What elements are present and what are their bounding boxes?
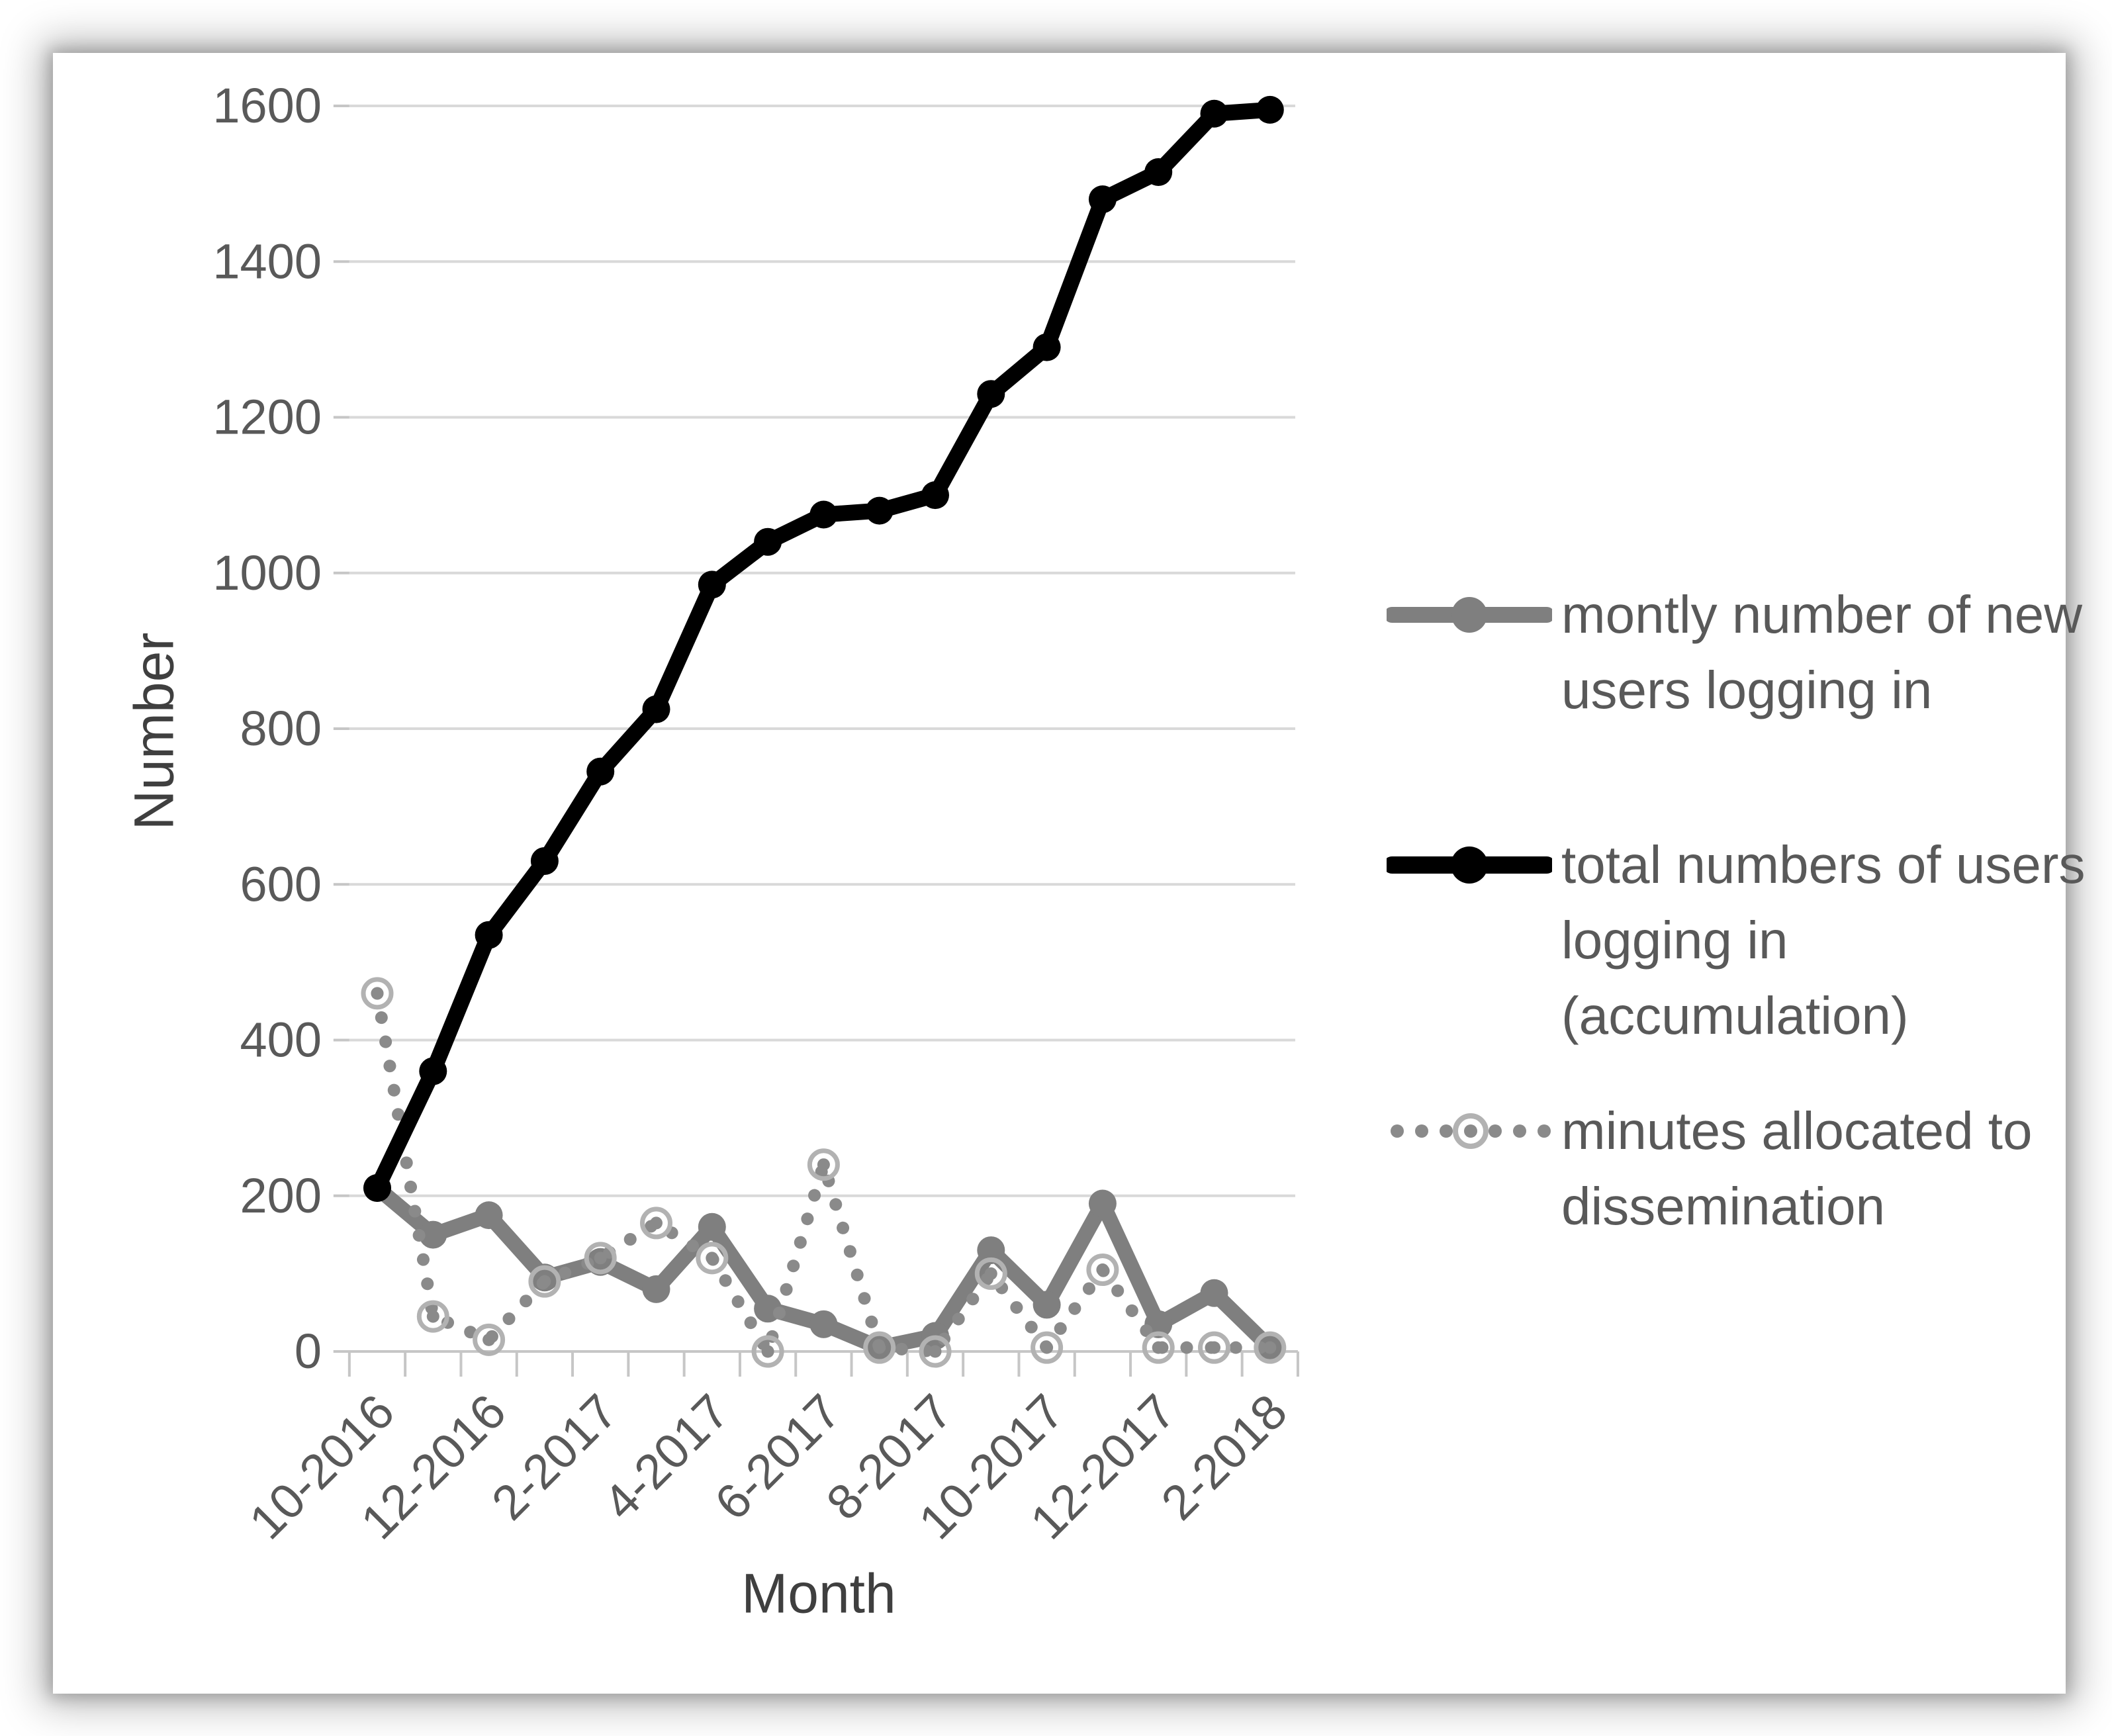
legend-item-total-users: total numbers of users logging in (accum… [1387, 827, 2108, 1054]
data-point-minutes-dissemination [482, 1333, 496, 1346]
data-point-monthly-new-users [809, 1310, 838, 1338]
data-point-total-users-accumulation [977, 380, 1005, 408]
data-point-ring-minutes-dissemination [974, 1257, 1007, 1290]
legend-item-minutes-dissemination: minutes allocated to dissemination [1387, 1093, 2108, 1244]
legend-label-total-users: total numbers of users logging in (accum… [1561, 835, 2086, 1045]
data-point-monthly-new-users [1200, 1279, 1228, 1307]
y-axis-title: Number [122, 632, 185, 831]
legend-label-minutes-dissemination: minutes allocated to dissemination [1561, 1101, 2033, 1236]
x-tick-label: 6-2017 [704, 1384, 851, 1531]
data-point-ring-minutes-dissemination [807, 1148, 840, 1181]
y-tick-label: 800 [240, 701, 322, 756]
y-tick-label: 600 [240, 856, 322, 911]
y-axis-labels: 0 200 400 600 800 1000 1200 1400 1600 [212, 78, 322, 1379]
data-point-ring-minutes-dissemination [919, 1335, 952, 1368]
data-point-minutes-dissemination [538, 1275, 551, 1288]
y-tick-label: 1400 [212, 234, 322, 289]
data-point-monthly-new-users [977, 1236, 1005, 1265]
data-point-minutes-dissemination [929, 1345, 942, 1358]
data-point-total-users-accumulation [642, 695, 670, 723]
data-point-total-users-accumulation [921, 481, 949, 510]
data-point-minutes-dissemination [371, 987, 384, 1000]
data-point-monthly-new-users [419, 1220, 447, 1249]
data-point-minutes-dissemination [594, 1252, 607, 1265]
data-point-minutes-dissemination [817, 1158, 830, 1171]
data-point-total-users-accumulation [865, 496, 894, 525]
data-point-minutes-dissemination [426, 1310, 439, 1323]
legend: montly number of new users logging in to… [1387, 577, 2108, 1244]
data-point-minutes-dissemination [1208, 1341, 1220, 1354]
data-point-minutes-dissemination [984, 1267, 997, 1280]
data-point-total-users-accumulation [475, 921, 503, 949]
data-point-monthly-new-users [642, 1275, 670, 1303]
data-point-total-users-accumulation [1200, 99, 1228, 128]
data-point-ring-minutes-dissemination [361, 977, 394, 1010]
y-tick-label: 0 [295, 1324, 322, 1379]
legend-sample-dotted-line-icon [1387, 1093, 1552, 1169]
data-point-minutes-dissemination [1263, 1341, 1277, 1354]
series-minutes-dissemination [361, 977, 1287, 1368]
data-point-minutes-dissemination [873, 1341, 886, 1354]
data-point-total-users-accumulation [1144, 158, 1173, 186]
data-point-minutes-dissemination [761, 1345, 774, 1358]
data-point-minutes-dissemination [706, 1252, 719, 1265]
data-point-ring-minutes-dissemination [473, 1323, 506, 1356]
data-point-ring-minutes-dissemination [1031, 1331, 1064, 1364]
y-tick-label: 1200 [212, 390, 322, 445]
data-point-total-users-accumulation [419, 1057, 447, 1085]
data-point-ring-minutes-dissemination [584, 1242, 617, 1275]
data-point-monthly-new-users [698, 1212, 726, 1241]
data-point-monthly-new-users [1088, 1189, 1117, 1218]
data-point-total-users-accumulation [1256, 95, 1284, 124]
data-point-minutes-dissemination [1096, 1263, 1109, 1276]
series-line-total-users-accumulation [369, 101, 1278, 1196]
legend-sample-black-line-icon [1387, 827, 1552, 903]
x-axis [333, 1350, 1299, 1377]
series-total-users-accumulation [363, 95, 1284, 1202]
data-point-total-users-accumulation [363, 1173, 391, 1202]
data-point-total-users-accumulation [586, 757, 615, 786]
x-axis-title: Month [741, 1562, 896, 1625]
x-tick-label: 2-2018 [1150, 1384, 1297, 1531]
data-point-ring-minutes-dissemination [751, 1335, 784, 1368]
data-point-ring-minutes-dissemination [696, 1242, 729, 1275]
data-point-monthly-new-users [1033, 1291, 1061, 1319]
x-axis-labels: 10-201612-20162-20174-20176-20178-201710… [239, 1384, 1298, 1550]
data-point-ring-minutes-dissemination [1086, 1253, 1119, 1286]
x-tick-label: 2-2017 [481, 1384, 628, 1531]
data-point-ring-minutes-dissemination [863, 1331, 896, 1364]
data-point-minutes-dissemination [650, 1216, 663, 1230]
data-point-ring-minutes-dissemination [640, 1207, 672, 1240]
data-point-total-users-accumulation [754, 527, 782, 556]
x-tick-label: 4-2017 [592, 1384, 739, 1531]
data-point-ring-minutes-dissemination [1254, 1331, 1287, 1364]
data-point-minutes-dissemination [1152, 1341, 1165, 1354]
data-point-total-users-accumulation [1033, 333, 1061, 361]
gridlines [333, 105, 1295, 1353]
legend-label-monthly-new-users: montly number of new users logging in [1561, 585, 2083, 719]
legend-item-monthly-new-users: montly number of new users logging in [1387, 577, 2108, 728]
data-point-total-users-accumulation [530, 846, 559, 875]
y-tick-label: 1000 [212, 545, 322, 600]
data-point-ring-minutes-dissemination [416, 1300, 449, 1333]
legend-sample-gray-line-icon [1387, 577, 1552, 653]
data-point-ring-minutes-dissemination [1142, 1331, 1175, 1364]
data-point-total-users-accumulation [1088, 185, 1117, 214]
y-tick-label: 400 [240, 1013, 322, 1068]
series-line-minutes-dissemination [371, 987, 1277, 1358]
y-tick-label: 1600 [212, 78, 322, 133]
data-point-ring-minutes-dissemination [1198, 1331, 1230, 1364]
y-tick-label: 200 [240, 1168, 322, 1223]
data-point-ring-minutes-dissemination [528, 1265, 561, 1298]
data-point-monthly-new-users [475, 1201, 503, 1230]
data-point-total-users-accumulation [809, 500, 838, 529]
data-point-minutes-dissemination [1040, 1341, 1054, 1354]
data-point-total-users-accumulation [698, 571, 726, 599]
